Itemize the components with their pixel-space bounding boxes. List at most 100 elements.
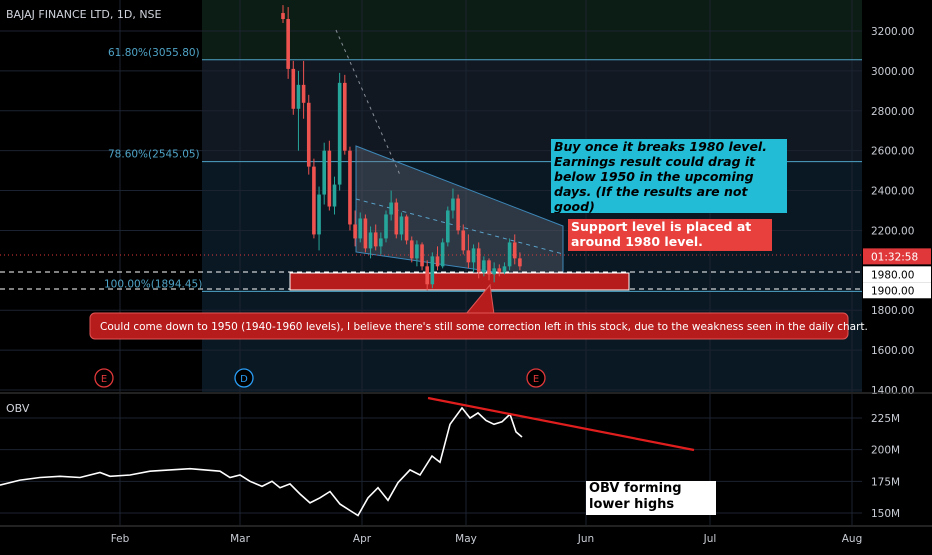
price-tick-8: 1400.00: [871, 385, 914, 397]
candle-13: [348, 146, 352, 231]
candle-26: [415, 240, 419, 267]
candle-22: [394, 198, 399, 239]
candle-46: [518, 252, 522, 271]
candle-15: [358, 212, 363, 243]
candle-21: [389, 190, 393, 221]
candle-42: [497, 264, 502, 277]
candle-29: [430, 252, 435, 289]
candle-8: [322, 142, 326, 205]
candle-9: [327, 140, 332, 211]
candle-25: [409, 236, 414, 263]
time-tick-0: Feb: [111, 533, 130, 545]
support-zone-box: [289, 272, 630, 291]
candle-28: [425, 260, 429, 291]
price-label-box-0: [863, 248, 931, 265]
obv-lower-highs-trendline: [427, 396, 695, 452]
candle-14: [353, 210, 357, 247]
support-note-box: [568, 219, 772, 251]
price-label-1: 1980.00: [871, 269, 914, 281]
price-tick-4: 2400.00: [871, 186, 914, 198]
candle-34: [456, 194, 460, 235]
price-tick-2: 2800.00: [871, 106, 914, 118]
candle-23: [399, 212, 404, 241]
candle-41: [492, 262, 496, 283]
price-tick-5: 2200.00: [871, 225, 914, 237]
candle-12: [343, 74, 347, 155]
obv-note-text: OBV forming lower highs: [589, 481, 682, 512]
fib-label-1: 78.60%(2545.05): [108, 149, 200, 161]
candle-5: [306, 94, 311, 175]
candle-37: [471, 244, 476, 273]
candle-10: [332, 176, 337, 215]
time-tick-5: Jul: [703, 533, 717, 545]
price-tick-6: 1800.00: [871, 305, 914, 317]
candle-31: [440, 238, 445, 269]
candle-6: [312, 158, 316, 239]
price-label-2: 1900.00: [871, 285, 914, 297]
support-note-text: Support level is placed at around 1980 l…: [571, 219, 752, 249]
candle-7: [317, 186, 321, 251]
fib-label-0: 61.80%(3055.80): [108, 47, 200, 59]
obv-label: OBV: [6, 402, 30, 415]
candle-27: [420, 242, 424, 271]
candle-11: [337, 72, 342, 191]
candles: [281, 5, 522, 291]
buy-note-box: [551, 139, 787, 213]
candle-36: [466, 234, 471, 269]
time-tick-1: Mar: [230, 533, 250, 545]
candle-3: [296, 70, 301, 151]
obv-tick-1: 200M: [871, 445, 900, 457]
chart-title: BAJAJ FINANCE LTD, 1D, NSE: [6, 8, 162, 21]
time-axis: Feb Mar Apr May Jun Jul Aug: [111, 533, 863, 545]
candle-38: [476, 242, 481, 279]
correction-callout-text: Could come down to 1950 (1940-1960 level…: [100, 321, 868, 333]
price-tick-7: 1600.00: [871, 345, 914, 357]
candle-1: [286, 7, 290, 79]
candle-17: [368, 226, 373, 259]
candle-4: [301, 60, 306, 119]
svg-text:D: D: [240, 374, 248, 385]
candle-18: [373, 224, 378, 251]
candle-2: [291, 60, 296, 115]
candle-43: [502, 262, 507, 275]
candle-32: [446, 206, 450, 247]
time-tick-6: Aug: [842, 533, 863, 545]
fib-zone-upper: [202, 0, 862, 60]
candle-0: [281, 5, 285, 24]
candle-45: [512, 234, 517, 265]
obv-pane-bg: [0, 394, 862, 525]
correction-callout-box: [89, 312, 849, 340]
fib-label-2: 100.00%(1894.45): [104, 278, 202, 290]
candle-39: [482, 256, 486, 277]
time-tick-2: Apr: [353, 533, 372, 545]
candle-40: [487, 258, 491, 281]
obv-series-line: [0, 406, 523, 517]
obv-grid: [0, 394, 862, 525]
obv-tick-2: 175M: [871, 476, 900, 488]
candle-20: [384, 210, 388, 243]
candle-16: [363, 214, 368, 253]
trend-dashed-line: [335, 29, 401, 176]
price-tick-1: 3000.00: [871, 66, 914, 78]
candle-33: [451, 188, 455, 219]
candle-30: [435, 246, 440, 271]
price-axis: 3200.00 3000.00 2800.00 2600.00 2400.00 2200.…: [863, 26, 931, 397]
event-marker-0: E: [94, 368, 114, 388]
obv-note-box: [586, 481, 716, 515]
svg-text:E: E: [101, 374, 107, 385]
buy-note-text: Buy once it breaks 1980 level. Earnings …: [554, 139, 767, 213]
fib-labels: 61.80%(3055.80) 78.60%(2545.05) 100.00%(18…: [104, 47, 202, 291]
candle-44: [507, 238, 512, 271]
price-tick-0: 3200.00: [871, 26, 914, 38]
time-tick-4: Jun: [577, 533, 594, 545]
candle-19: [379, 232, 383, 255]
candle-24: [404, 214, 409, 245]
candle-35: [461, 224, 466, 255]
price-label-box-2: [863, 282, 931, 299]
time-tick-3: May: [455, 533, 477, 545]
price-label-0: 01:32:58: [871, 251, 918, 263]
obv-tick-0: 225M: [871, 413, 900, 425]
